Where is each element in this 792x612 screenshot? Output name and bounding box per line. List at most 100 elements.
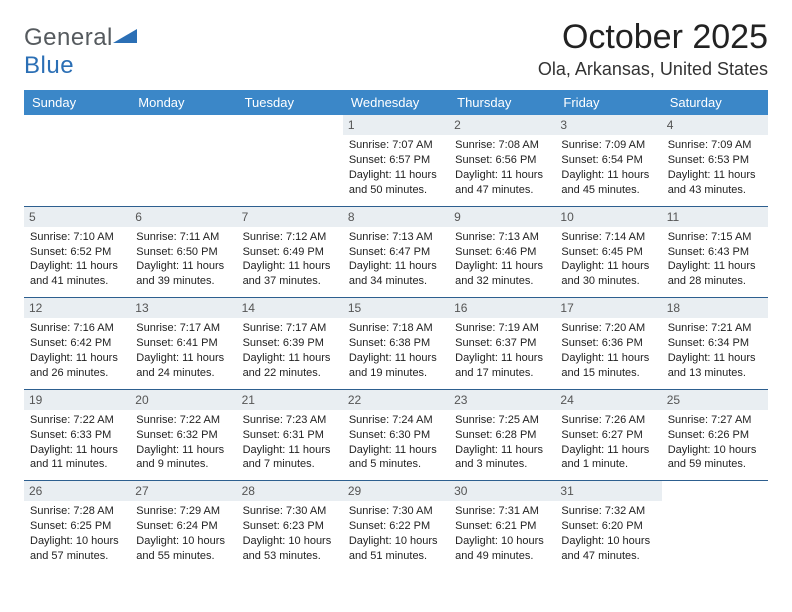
day-number: 21	[237, 390, 343, 410]
daylight-line: Daylight: 11 hours and 15 minutes.	[561, 351, 655, 381]
sunset-line: Sunset: 6:24 PM	[136, 519, 230, 534]
sunset-line: Sunset: 6:52 PM	[30, 245, 124, 260]
daylight-line: Daylight: 11 hours and 26 minutes.	[30, 351, 124, 381]
weekday-header: Friday	[555, 90, 661, 115]
sunrise-line: Sunrise: 7:17 AM	[243, 321, 337, 336]
sunrise-line: Sunrise: 7:13 AM	[455, 230, 549, 245]
daylight-line: Daylight: 11 hours and 24 minutes.	[136, 351, 230, 381]
calendar-cell: 25Sunrise: 7:27 AMSunset: 6:26 PMDayligh…	[662, 389, 768, 481]
day-number: 9	[449, 207, 555, 227]
sunset-line: Sunset: 6:23 PM	[243, 519, 337, 534]
daylight-line: Daylight: 10 hours and 53 minutes.	[243, 534, 337, 564]
daylight-line: Daylight: 11 hours and 5 minutes.	[349, 443, 443, 473]
daylight-line: Daylight: 10 hours and 47 minutes.	[561, 534, 655, 564]
sunset-line: Sunset: 6:38 PM	[349, 336, 443, 351]
calendar-cell: 26Sunrise: 7:28 AMSunset: 6:25 PMDayligh…	[24, 481, 130, 572]
sunset-line: Sunset: 6:49 PM	[243, 245, 337, 260]
sunset-line: Sunset: 6:30 PM	[349, 428, 443, 443]
day-number: 29	[343, 481, 449, 501]
daylight-line: Daylight: 11 hours and 28 minutes.	[668, 259, 762, 289]
day-number: 14	[237, 298, 343, 318]
sunrise-line: Sunrise: 7:30 AM	[349, 504, 443, 519]
daylight-line: Daylight: 11 hours and 1 minute.	[561, 443, 655, 473]
daylight-line: Daylight: 11 hours and 30 minutes.	[561, 259, 655, 289]
sunrise-line: Sunrise: 7:14 AM	[561, 230, 655, 245]
daylight-line: Daylight: 11 hours and 17 minutes.	[455, 351, 549, 381]
sunrise-line: Sunrise: 7:23 AM	[243, 413, 337, 428]
daylight-line: Daylight: 11 hours and 32 minutes.	[455, 259, 549, 289]
calendar-week-row: 19Sunrise: 7:22 AMSunset: 6:33 PMDayligh…	[24, 389, 768, 481]
day-number: 7	[237, 207, 343, 227]
sunset-line: Sunset: 6:26 PM	[668, 428, 762, 443]
calendar-cell: 21 Sunrise: 7:23 AMSunset: 6:31 PMDayligh…	[237, 389, 343, 481]
calendar-cell: 19Sunrise: 7:22 AMSunset: 6:33 PMDayligh…	[24, 389, 130, 481]
day-number: 18	[662, 298, 768, 318]
weekday-header: Tuesday	[237, 90, 343, 115]
sunrise-line: Sunrise: 7:25 AM	[455, 413, 549, 428]
sunset-line: Sunset: 6:43 PM	[668, 245, 762, 260]
daylight-line: Daylight: 10 hours and 51 minutes.	[349, 534, 443, 564]
day-number: 27	[130, 481, 236, 501]
calendar-cell: 29 Sunrise: 7:30 AMSunset: 6:22 PMDayligh…	[343, 481, 449, 572]
calendar-week-row: ...1Sunrise: 7:07 AMSunset: 6:57 PMDayli…	[24, 115, 768, 206]
location-text: Ola, Arkansas, United States	[538, 59, 768, 80]
calendar-cell: 14Sunrise: 7:17 AMSunset: 6:39 PMDayligh…	[237, 298, 343, 390]
day-number: 17	[555, 298, 661, 318]
sunset-line: Sunset: 6:56 PM	[455, 153, 549, 168]
sunrise-line: Sunrise: 7:26 AM	[561, 413, 655, 428]
sunset-line: Sunset: 6:34 PM	[668, 336, 762, 351]
day-number: 25	[662, 390, 768, 410]
weekday-header: Saturday	[662, 90, 768, 115]
sunrise-line: Sunrise: 7:18 AM	[349, 321, 443, 336]
daylight-line: Daylight: 11 hours and 34 minutes.	[349, 259, 443, 289]
calendar-cell: .	[237, 115, 343, 206]
daylight-line: Daylight: 10 hours and 49 minutes.	[455, 534, 549, 564]
day-number: 3	[555, 115, 661, 135]
calendar-week-row: 12Sunrise: 7:16 AMSunset: 6:42 PMDayligh…	[24, 298, 768, 390]
calendar-cell: 3Sunrise: 7:09 AMSunset: 6:54 PMDaylight…	[555, 115, 661, 206]
sunrise-line: Sunrise: 7:15 AM	[668, 230, 762, 245]
calendar-cell: 7Sunrise: 7:12 AMSunset: 6:49 PMDaylight…	[237, 206, 343, 298]
brand-text-2: Blue	[24, 52, 74, 79]
brand-logo: General Blue	[24, 18, 137, 80]
sunset-line: Sunset: 6:25 PM	[30, 519, 124, 534]
daylight-line: Daylight: 11 hours and 13 minutes.	[668, 351, 762, 381]
day-number: 13	[130, 298, 236, 318]
daylight-line: Daylight: 11 hours and 3 minutes.	[455, 443, 549, 473]
sunset-line: Sunset: 6:31 PM	[243, 428, 337, 443]
day-number: 31	[555, 481, 661, 501]
calendar-cell: 16Sunrise: 7:19 AMSunset: 6:37 PMDayligh…	[449, 298, 555, 390]
sunset-line: Sunset: 6:54 PM	[561, 153, 655, 168]
calendar-cell: 12Sunrise: 7:16 AMSunset: 6:42 PMDayligh…	[24, 298, 130, 390]
daylight-line: Daylight: 11 hours and 47 minutes.	[455, 168, 549, 198]
daylight-line: Daylight: 10 hours and 55 minutes.	[136, 534, 230, 564]
daylight-line: Daylight: 11 hours and 45 minutes.	[561, 168, 655, 198]
sunset-line: Sunset: 6:45 PM	[561, 245, 655, 260]
day-number: 11	[662, 207, 768, 227]
sunrise-line: Sunrise: 7:21 AM	[668, 321, 762, 336]
sunrise-line: Sunrise: 7:27 AM	[668, 413, 762, 428]
calendar-cell: 4Sunrise: 7:09 AMSunset: 6:53 PMDaylight…	[662, 115, 768, 206]
sunset-line: Sunset: 6:50 PM	[136, 245, 230, 260]
weekday-header: Wednesday	[343, 90, 449, 115]
day-number: 15	[343, 298, 449, 318]
brand-triangle-icon	[113, 27, 137, 45]
sunset-line: Sunset: 6:47 PM	[349, 245, 443, 260]
calendar-cell: 10Sunrise: 7:14 AMSunset: 6:45 PMDayligh…	[555, 206, 661, 298]
day-number: 24	[555, 390, 661, 410]
day-number: 6	[130, 207, 236, 227]
daylight-line: Daylight: 11 hours and 7 minutes.	[243, 443, 337, 473]
sunrise-line: Sunrise: 7:20 AM	[561, 321, 655, 336]
calendar-cell: 22Sunrise: 7:24 AMSunset: 6:30 PMDayligh…	[343, 389, 449, 481]
sunrise-line: Sunrise: 7:29 AM	[136, 504, 230, 519]
sunrise-line: Sunrise: 7:09 AM	[668, 138, 762, 153]
sunrise-line: Sunrise: 7:19 AM	[455, 321, 549, 336]
brand-text: General Blue	[24, 24, 137, 80]
day-number: 1	[343, 115, 449, 135]
sunset-line: Sunset: 6:37 PM	[455, 336, 549, 351]
calendar-cell: 15Sunrise: 7:18 AMSunset: 6:38 PMDayligh…	[343, 298, 449, 390]
day-number: 19	[24, 390, 130, 410]
day-number: 2	[449, 115, 555, 135]
sunset-line: Sunset: 6:22 PM	[349, 519, 443, 534]
sunrise-line: Sunrise: 7:31 AM	[455, 504, 549, 519]
